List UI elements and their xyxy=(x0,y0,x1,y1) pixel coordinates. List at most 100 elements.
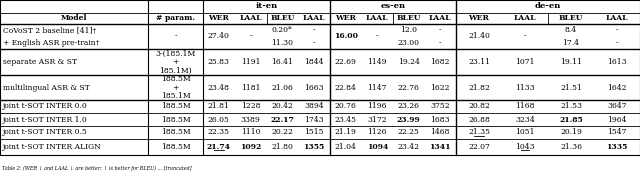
Text: 1110: 1110 xyxy=(241,129,260,136)
Text: 22.17: 22.17 xyxy=(271,115,294,124)
Text: LAAL: LAAL xyxy=(366,14,388,23)
Text: -: - xyxy=(616,39,618,47)
Text: 22.35: 22.35 xyxy=(208,129,230,136)
Text: WER: WER xyxy=(468,14,490,23)
Text: 8.4: 8.4 xyxy=(565,26,577,34)
Text: 21.80: 21.80 xyxy=(271,143,293,151)
Text: 185.1M): 185.1M) xyxy=(159,67,192,75)
Text: 21.35: 21.35 xyxy=(468,129,490,136)
Text: LAAL: LAAL xyxy=(514,14,536,23)
Text: 3752: 3752 xyxy=(431,102,450,111)
Text: +: + xyxy=(172,58,179,66)
Text: 16.00: 16.00 xyxy=(333,33,358,40)
Text: 11.30: 11.30 xyxy=(271,39,293,47)
Text: 188.5M: 188.5M xyxy=(161,115,190,124)
Text: -: - xyxy=(439,26,442,34)
Text: 1181: 1181 xyxy=(241,83,260,92)
Text: 17.4: 17.4 xyxy=(563,39,579,47)
Text: 1051: 1051 xyxy=(515,129,535,136)
Text: 21.40: 21.40 xyxy=(468,33,490,40)
Text: # param.: # param. xyxy=(156,14,195,23)
Text: 1094: 1094 xyxy=(367,143,388,151)
Text: 1683: 1683 xyxy=(431,115,450,124)
Text: -: - xyxy=(616,26,618,34)
Text: 19.24: 19.24 xyxy=(398,58,420,66)
Text: 23.48: 23.48 xyxy=(208,83,230,92)
Text: 1133: 1133 xyxy=(515,83,535,92)
Text: 21.53: 21.53 xyxy=(560,102,582,111)
Text: 23.11: 23.11 xyxy=(468,58,490,66)
Text: 3-(185.1M: 3-(185.1M xyxy=(156,49,196,57)
Text: 188.5M: 188.5M xyxy=(161,75,190,83)
Text: 1191: 1191 xyxy=(241,58,260,66)
Text: 21.74: 21.74 xyxy=(207,143,231,151)
Text: -: - xyxy=(524,33,526,40)
Text: es-en: es-en xyxy=(380,2,406,11)
Text: 0.20*: 0.20* xyxy=(272,26,292,34)
Text: 23.00: 23.00 xyxy=(397,39,420,47)
Text: 1043: 1043 xyxy=(515,143,535,151)
Text: WER: WER xyxy=(209,14,229,23)
Text: LAAL: LAAL xyxy=(429,14,451,23)
Text: 23.99: 23.99 xyxy=(397,115,420,124)
Text: 188.5M: 188.5M xyxy=(161,143,190,151)
Text: 1964: 1964 xyxy=(607,115,627,124)
Text: 3172: 3172 xyxy=(367,115,387,124)
Text: 1147: 1147 xyxy=(367,83,387,92)
Text: CoVoST 2 baseline [41]†: CoVoST 2 baseline [41]† xyxy=(3,26,96,34)
Text: LAAL: LAAL xyxy=(303,14,325,23)
Text: -: - xyxy=(250,33,252,40)
Text: 22.25: 22.25 xyxy=(398,129,420,136)
Text: 1168: 1168 xyxy=(515,102,535,111)
Text: LAAL: LAAL xyxy=(239,14,262,23)
Text: 3647: 3647 xyxy=(607,102,627,111)
Text: 21.82: 21.82 xyxy=(468,83,490,92)
Text: de-en: de-en xyxy=(535,2,561,11)
Text: Model: Model xyxy=(61,14,87,23)
Text: joint t-SOT INTER 0.0: joint t-SOT INTER 0.0 xyxy=(3,102,88,111)
Text: 1622: 1622 xyxy=(431,83,450,92)
Text: BLEU: BLEU xyxy=(270,14,294,23)
Text: 21.51: 21.51 xyxy=(560,83,582,92)
Text: Table 2: (WER ↓ and LAAL ↓ are better; ↑ is better for BLEU) ... [truncated]: Table 2: (WER ↓ and LAAL ↓ are better; ↑… xyxy=(2,165,191,171)
Text: 22.84: 22.84 xyxy=(335,83,356,92)
Text: 3389: 3389 xyxy=(241,115,260,124)
Text: 1682: 1682 xyxy=(431,58,450,66)
Text: 23.42: 23.42 xyxy=(397,143,420,151)
Text: 1547: 1547 xyxy=(607,129,627,136)
Text: 20.42: 20.42 xyxy=(271,102,293,111)
Text: 20.22: 20.22 xyxy=(271,129,293,136)
Text: BLEU: BLEU xyxy=(397,14,421,23)
Text: joint t-SOT INTER 0.5: joint t-SOT INTER 0.5 xyxy=(3,129,88,136)
Text: separate ASR & ST: separate ASR & ST xyxy=(3,58,77,66)
Text: 1228: 1228 xyxy=(241,102,260,111)
Text: 26.88: 26.88 xyxy=(468,115,490,124)
Text: -: - xyxy=(174,33,177,40)
Text: 21.19: 21.19 xyxy=(335,129,356,136)
Text: -: - xyxy=(313,26,316,34)
Text: 1149: 1149 xyxy=(367,58,387,66)
Text: multilingual ASR & ST: multilingual ASR & ST xyxy=(3,83,90,92)
Text: 3894: 3894 xyxy=(304,102,324,111)
Text: 1613: 1613 xyxy=(607,58,627,66)
Text: 1092: 1092 xyxy=(240,143,261,151)
Text: 21.04: 21.04 xyxy=(335,143,356,151)
Text: joint t-SOT INTER 1.0: joint t-SOT INTER 1.0 xyxy=(3,115,88,124)
Text: 1341: 1341 xyxy=(429,143,451,151)
Text: -: - xyxy=(376,33,379,40)
Text: 188.5M: 188.5M xyxy=(161,129,190,136)
Text: 26.05: 26.05 xyxy=(208,115,230,124)
Text: it-en: it-en xyxy=(255,2,278,11)
Text: 1844: 1844 xyxy=(305,58,324,66)
Text: 20.82: 20.82 xyxy=(468,102,490,111)
Text: 23.45: 23.45 xyxy=(335,115,356,124)
Text: 3234: 3234 xyxy=(515,115,535,124)
Text: -: - xyxy=(313,39,316,47)
Text: joint t-SOT INTER ALIGN: joint t-SOT INTER ALIGN xyxy=(3,143,102,151)
Text: 25.83: 25.83 xyxy=(208,58,230,66)
Text: 23.26: 23.26 xyxy=(397,102,420,111)
Text: WER: WER xyxy=(335,14,356,23)
Text: 19.11: 19.11 xyxy=(560,58,582,66)
Text: 21.06: 21.06 xyxy=(271,83,293,92)
Text: 1355: 1355 xyxy=(303,143,324,151)
